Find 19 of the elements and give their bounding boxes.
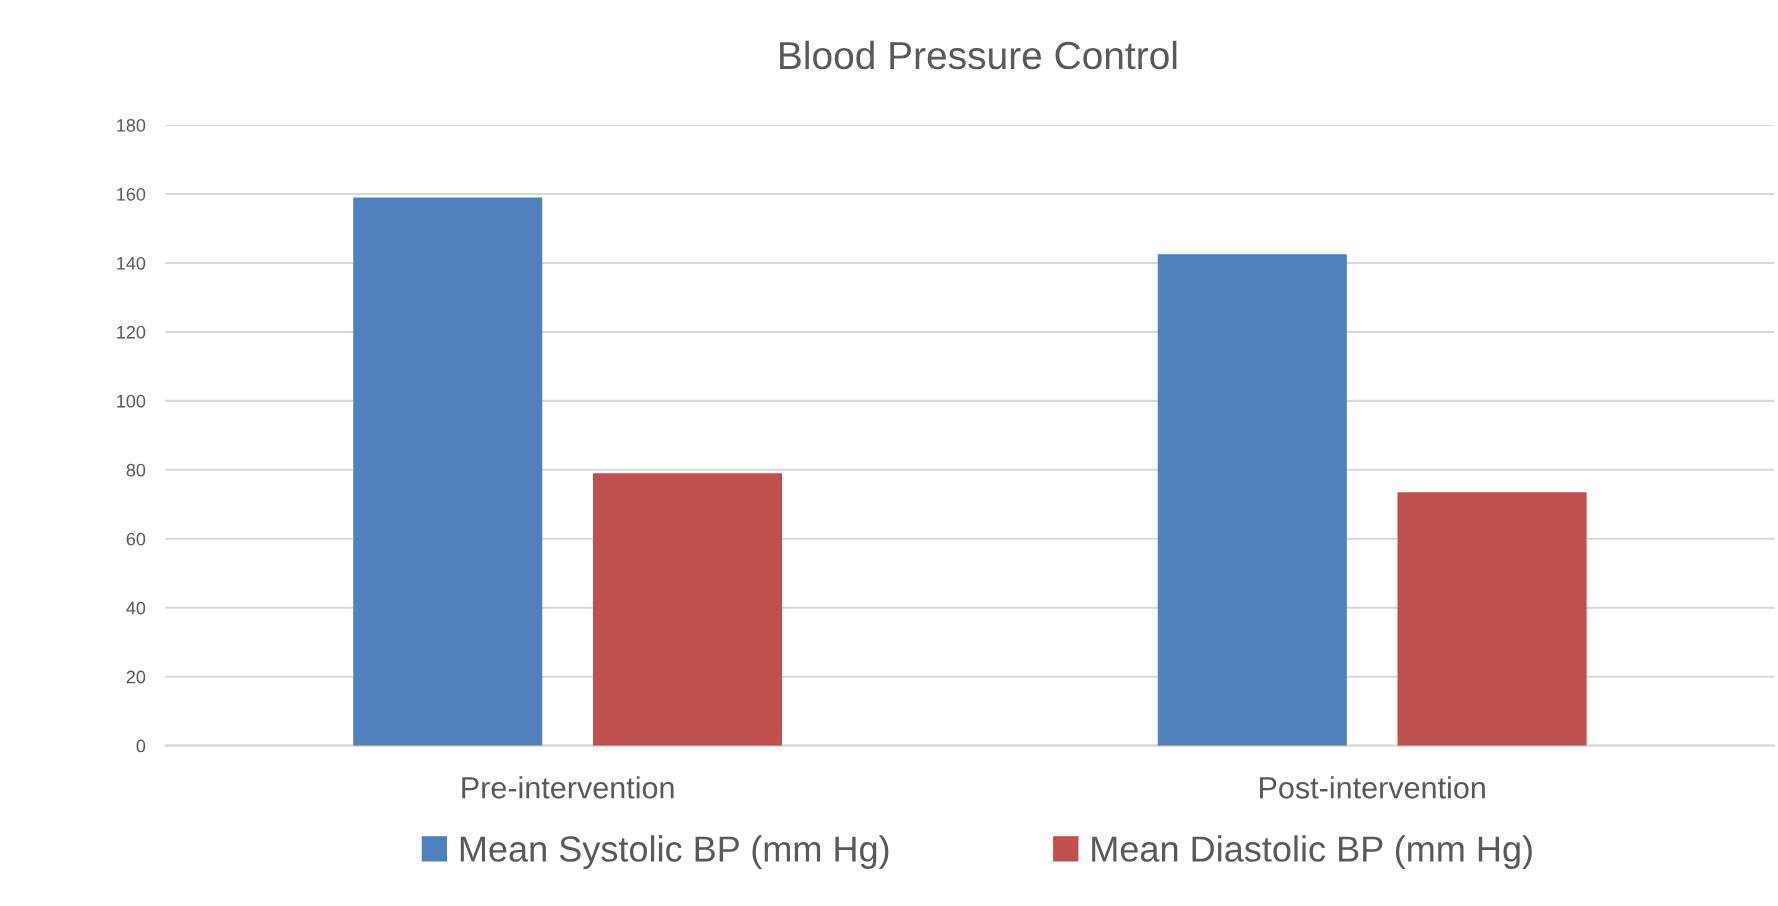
bar: [592, 473, 783, 746]
y-tick-label: 120: [117, 325, 146, 339]
bar: [1397, 492, 1587, 746]
chart-title: Blood Pressure Control: [780, 40, 1177, 70]
y-tick-label: 40: [126, 601, 146, 615]
y-tick-label: 140: [117, 256, 146, 270]
bar: [1157, 254, 1347, 746]
y-tick-label: 160: [117, 187, 146, 201]
x-tick-label: Post-intervention: [1260, 776, 1485, 799]
legend-label: Mean Systolic BP (mm Hg): [460, 835, 889, 869]
y-tick-label: 100: [117, 394, 146, 408]
y-tick-label: 180: [117, 118, 146, 132]
y-tick-label: 80: [126, 463, 146, 477]
y-tick-label: 20: [126, 670, 146, 684]
x-tick-label: Pre-intervention: [462, 776, 674, 799]
y-tick-label: 60: [126, 532, 146, 546]
y-tick-label: 0: [136, 739, 146, 753]
legend-label: Mean Diastolic BP (mm Hg): [1092, 835, 1532, 869]
bar: [353, 197, 543, 746]
